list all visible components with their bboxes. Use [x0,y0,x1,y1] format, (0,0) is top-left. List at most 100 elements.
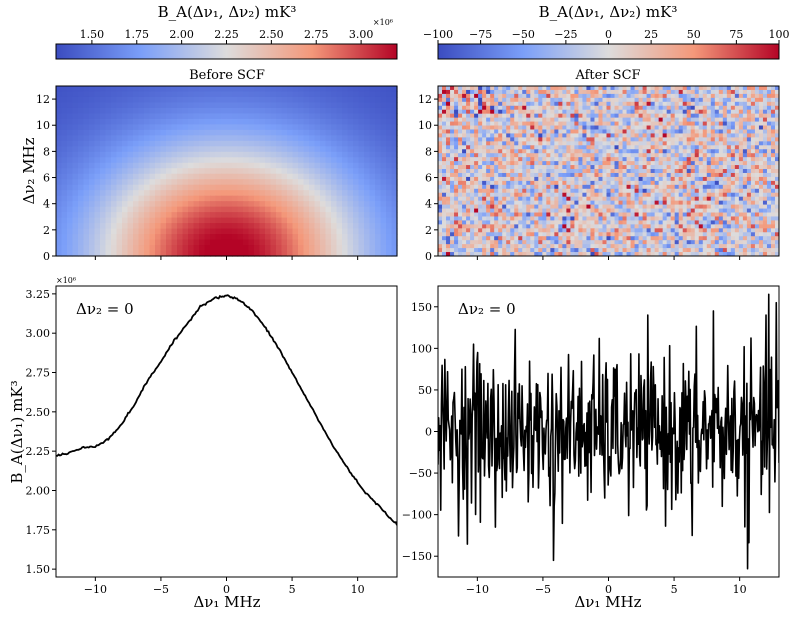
heatmap-after-cell [486,110,491,114]
heatmap-before-cell [111,196,117,202]
heatmap-before-cell [194,130,200,136]
heatmap-after-cell [534,153,539,157]
heatmap-after-cell [611,114,616,118]
heatmap-after-cell [771,161,776,165]
heatmap-after-cell [619,137,624,141]
heatmap-after-cell [643,145,648,149]
heatmap-before-cell [353,141,359,147]
heatmap-after-cell [739,157,744,161]
heatmap-after-cell [506,118,511,122]
heatmap-before-cell [221,179,227,185]
heatmap-after-cell [446,153,451,157]
heatmap-after-cell [518,197,523,201]
heatmap-before-cell [133,179,139,185]
heatmap-before-cell [342,212,348,218]
heatmap-after-cell [643,94,648,98]
heatmap-after-cell [719,189,724,193]
heatmap-before-cell [199,240,205,246]
heatmap-after-cell [594,133,599,137]
heatmap-before-cell [194,102,200,108]
heatmap-after-cell [470,86,475,90]
heatmap-before-cell [183,240,189,246]
heatmap-after-cell [514,165,519,169]
heatmap-after-cell [687,216,692,220]
heatmap-after-cell [743,216,748,220]
heatmap-after-cell [659,201,664,205]
heatmap-after-cell [655,197,660,201]
heatmap-after-cell [703,86,708,90]
heatmap-after-cell [462,114,467,118]
heatmap-after-cell [578,205,583,209]
heatmap-after-cell [695,197,700,201]
heatmap-after-cell [731,102,736,106]
heatmap-after-cell [450,220,455,224]
heatmap-after-cell [490,141,495,145]
heatmap-after-cell [755,173,760,177]
heatmap-before-cell [227,157,233,163]
heatmap-after-cell [586,220,591,224]
heatmap-before-cell [381,119,387,125]
heatmap-after-cell [450,201,455,205]
heatmap-after-cell [703,201,708,205]
heatmap-after-cell [566,220,571,224]
heatmap-after-cell [510,189,515,193]
heatmap-before-cell [133,157,139,163]
heatmap-after-cell [639,173,644,177]
heatmap-after-cell [643,173,648,177]
heatmap-after-cell [663,94,668,98]
heatmap-before-cell [172,201,178,207]
heatmap-before-cell [370,152,376,158]
heatmap-before-cell [238,141,244,147]
heatmap-after-cell [462,145,467,149]
heatmap-before-cell [381,157,387,163]
heatmap-before-cell [155,240,161,246]
heatmap-after-cell [651,110,656,114]
heatmap-before-cell [166,91,172,97]
heatmap-after-cell [683,114,688,118]
heatmap-after-cell [578,213,583,217]
heatmap-after-cell [562,209,567,213]
heatmap-before-cell [287,240,293,246]
heatmap-after-cell [570,177,575,181]
heatmap-before-cell [106,124,112,130]
heatmap-after-cell [655,141,660,145]
heatmap-before-cell [375,179,381,185]
heatmap-after-cell [631,169,636,173]
heatmap-before-cell [375,245,381,251]
heatmap-after-cell [462,118,467,122]
heatmap-after-cell [522,169,527,173]
heatmap-before-cell [265,146,271,152]
heatmap-after-cell [687,98,692,102]
heatmap-before-cell [150,168,156,174]
heatmap-after-cell [635,201,640,205]
heatmap-before-cell [326,86,332,92]
heatmap-before-cell [177,223,183,229]
heatmap-after-cell [655,177,660,181]
heatmap-before-cell [276,201,282,207]
heatmap-after-cell [703,216,708,220]
heatmap-after-cell [707,118,712,122]
heatmap-before-cell [238,163,244,169]
heatmap-after-cell [751,141,756,145]
heatmap-after-cell [731,126,736,130]
heatmap-after-cell [458,110,463,114]
heatmap-after-cell [699,177,704,181]
heatmap-after-cell [671,153,676,157]
heatmap-before-cell [139,201,145,207]
heatmap-before-cell [100,196,106,202]
heatmap-after-cell [675,173,680,177]
heatmap-after-cell [494,181,499,185]
heatmap-after-cell [514,213,519,217]
heatmap-after-cell [763,173,768,177]
heatmap-after-cell [715,193,720,197]
heatmap-after-cell [631,165,636,169]
heatmap-before-cell [243,135,249,141]
heatmap-after-cell [450,153,455,157]
heatmap-after-cell [438,197,443,201]
heatmap-after-cell [771,94,776,98]
heatmap-after-cell [546,213,551,217]
heatmap-after-cell [663,213,668,217]
colorbar-right-bar [438,44,779,59]
heatmap-after-cell [526,205,531,209]
heatmap-after-cell [478,197,483,201]
